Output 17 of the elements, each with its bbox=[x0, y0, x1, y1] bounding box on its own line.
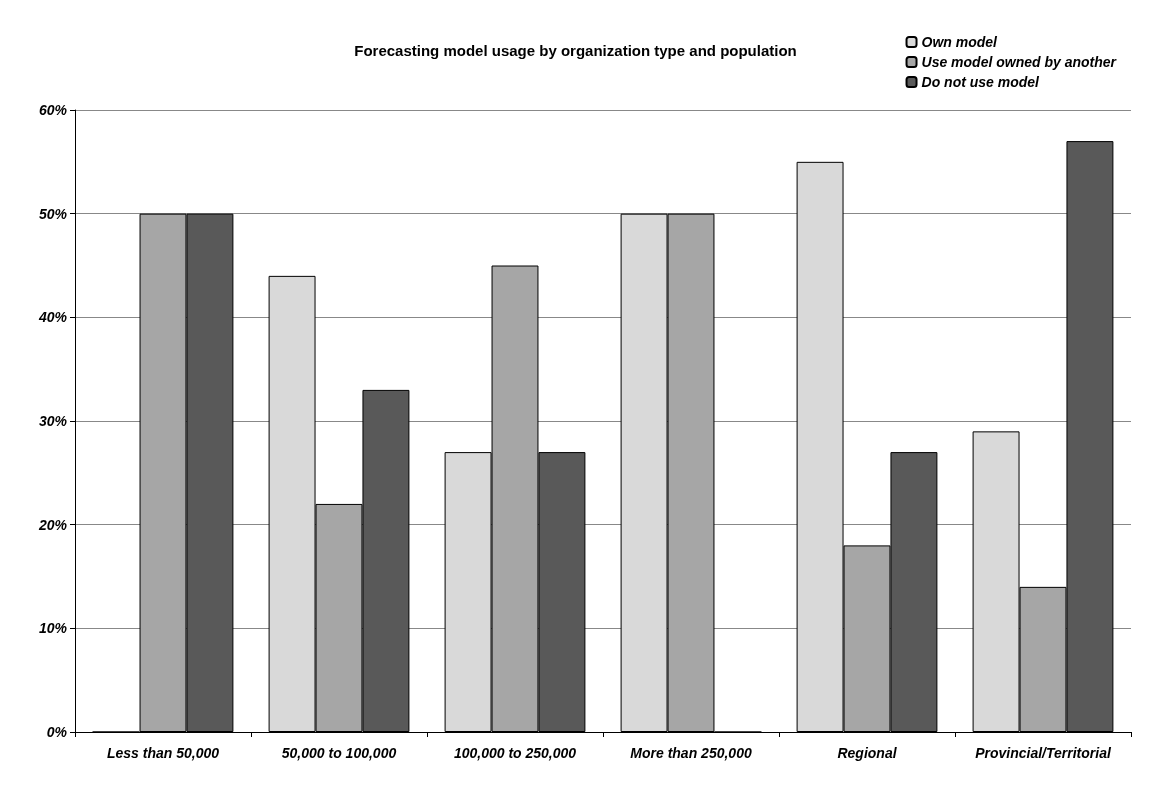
x-tick-label: 50,000 to 100,000 bbox=[281, 745, 397, 761]
x-tick-label: 100,000 to 250,000 bbox=[453, 745, 577, 761]
y-tick-label: 30% bbox=[38, 413, 68, 429]
y-tick-label: 20% bbox=[37, 516, 68, 533]
x-tick-label: Less than 50,000 bbox=[106, 745, 220, 761]
legend-label: Use model owned by another bbox=[921, 54, 1118, 70]
x-tick-label: Provincial/Territorial bbox=[975, 745, 1112, 761]
y-tick-label: 0% bbox=[46, 724, 68, 740]
x-tick-label: Regional bbox=[837, 745, 898, 761]
chart-title: Forecasting model usage by organization type and population bbox=[354, 42, 797, 59]
x-tick-label: More than 250,000 bbox=[630, 745, 752, 761]
y-tick-label: 40% bbox=[37, 309, 68, 326]
y-tick-label: 60% bbox=[38, 102, 68, 118]
legend-label: Do not use model bbox=[921, 74, 1041, 90]
y-tick-label: 10% bbox=[38, 620, 68, 637]
y-tick-label: 50% bbox=[38, 205, 68, 222]
legend-label: Own model bbox=[921, 34, 999, 50]
